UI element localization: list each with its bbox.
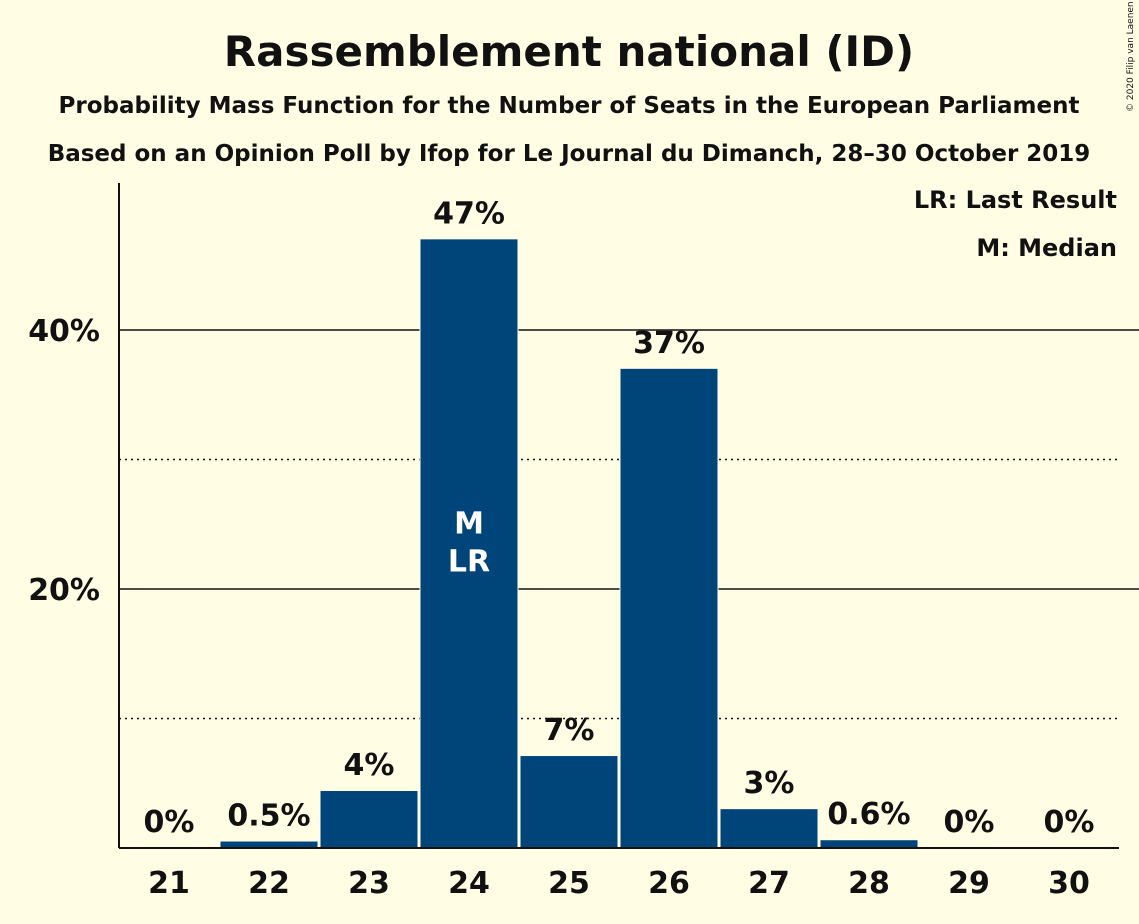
data-label-26: 37% [633, 326, 705, 361]
axes [118, 183, 1119, 849]
data-label-25: 7% [544, 713, 595, 748]
bars [219, 238, 919, 849]
x-tick-label: 21 [148, 866, 190, 901]
legend-item: M: Median [976, 234, 1117, 262]
x-tick-label: 28 [848, 866, 890, 901]
chart-subtitle-2: Based on an Opinion Poll by Ifop for Le … [48, 141, 1091, 167]
data-label-23: 4% [344, 748, 395, 783]
x-tick-label: 23 [348, 866, 390, 901]
x-tick-label: 25 [548, 866, 590, 901]
x-tick-label: 24 [448, 866, 490, 901]
bar-28 [820, 840, 918, 848]
chart-title: Rassemblement national (ID) [224, 27, 914, 76]
bar-27 [720, 809, 818, 848]
data-labels: 20% 40% 0% 21 0.5% 22 4% 23 47% 24 7% 25 37% 26 3% 27 0.… [28, 196, 1094, 901]
bar-24 [420, 239, 518, 849]
data-label-30: 0% [1044, 805, 1095, 840]
data-label-24: 47% [433, 196, 505, 231]
chart-subtitle: Probability Mass Function for the Number… [59, 93, 1080, 119]
x-tick-label: 26 [648, 866, 690, 901]
legend: LR: Last Result M: Median [914, 186, 1117, 262]
x-tick-label: 30 [1048, 866, 1090, 901]
legend-item: LR: Last Result [914, 186, 1117, 214]
data-label-29: 0% [944, 805, 995, 840]
data-label-28: 0.6% [827, 797, 910, 832]
data-label-22: 0.5% [227, 799, 310, 834]
y-tick-label: 40% [28, 314, 100, 349]
copyright-text: © 2020 Filip van Laenen [1126, 1, 1136, 112]
bar-23 [320, 791, 418, 848]
x-tick-label: 27 [748, 866, 790, 901]
data-label-27: 3% [744, 766, 795, 801]
bar-25 [520, 756, 618, 848]
y-tick-label: 20% [28, 573, 100, 608]
bar-26 [620, 368, 718, 848]
x-tick-label: 29 [948, 866, 990, 901]
marker-m: M [454, 507, 484, 542]
bar-22 [220, 841, 318, 848]
data-label-21: 0% [144, 805, 195, 840]
x-tick-label: 22 [248, 866, 290, 901]
marker-lr: LR [448, 545, 490, 580]
